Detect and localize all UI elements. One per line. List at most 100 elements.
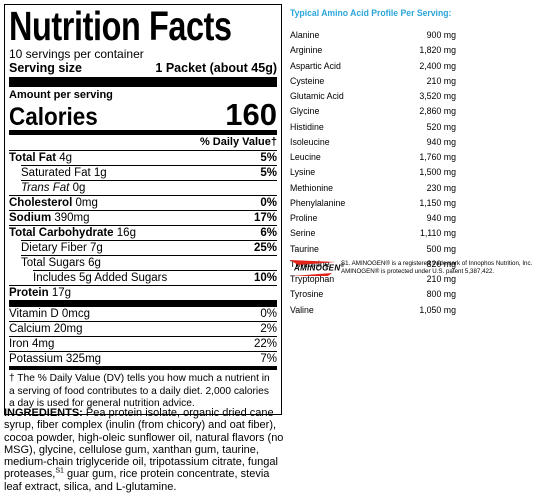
nutrient-dv: 10%: [253, 272, 277, 284]
nutrient-dv: 17%: [253, 212, 277, 224]
nutrient-row: Protein 17g: [9, 285, 277, 307]
serving-size-row: Serving size 1 Packet (about 45g): [9, 61, 277, 87]
amino-name: Aspartic Acid: [290, 60, 341, 71]
ingredients-text-end: guar gum, rice protein concentrate, stev…: [4, 468, 270, 493]
logo-text: AMINOGEN: [294, 263, 341, 273]
nutrient-left: Total Fat 4g: [9, 151, 72, 165]
amino-row: Cysteine 210 mg: [290, 74, 456, 89]
logo-swoosh: [290, 260, 336, 276]
logo-mark: ®: [340, 263, 345, 269]
nutrient-row: Trans Fat 0g: [21, 180, 277, 195]
nutrient-amount: 4g: [59, 152, 73, 164]
amino-name: Proline: [290, 213, 318, 223]
amino-amount: 2,400 mg: [419, 60, 456, 71]
amino-amount: 210 mg: [426, 274, 456, 284]
amino-row: Tryptophan 210 mg: [290, 272, 456, 287]
vitamin-list: Vitamin D 0mcg 0% Calcium 20mg 2% Iron 4mg 22…: [9, 307, 277, 370]
amino-name: Histidine: [290, 121, 324, 132]
amino-row: Taurine 500 mg: [290, 242, 456, 257]
amino-row: Isoleucine 940 mg: [290, 135, 456, 150]
nutrient-dv: 0%: [260, 197, 277, 209]
amino-row: Aspartic Acid 2,400 mg: [290, 59, 456, 74]
vitamin-amount: 4mg: [32, 338, 55, 350]
amino-name: Tryptophan: [290, 274, 335, 284]
nutrient-name: Dietary Fiber: [21, 242, 87, 254]
amino-name: Cysteine: [290, 75, 325, 86]
amino-row: Methionine 230 mg: [290, 181, 456, 196]
nutrient-dv: 5%: [260, 167, 277, 179]
amino-amount: 800 mg: [426, 289, 456, 300]
calories-label: Calories: [9, 103, 98, 131]
amino-row: Leucine 1,760 mg: [290, 150, 456, 165]
amino-row: Phenylalanine 1,150 mg: [290, 196, 456, 211]
nutrient-row: Total Carbohydrate 16g 6%: [9, 225, 277, 240]
nutrient-name: Total Carbohydrate: [9, 227, 114, 239]
amino-amount: 900 mg: [426, 30, 456, 40]
amino-row: Glutamic Acid 3,520 mg: [290, 89, 456, 104]
nutrient-row: Saturated Fat 1g 5%: [21, 165, 277, 180]
vitamin-name: Calcium: [9, 323, 51, 335]
label-title: Nutrition Facts: [9, 3, 232, 49]
amino-name: Phenylalanine: [290, 197, 346, 208]
nutrient-left: Protein 17g: [9, 286, 71, 300]
nutrient-left: Dietary Fiber 7g: [21, 241, 103, 255]
vitamin-name: Potassium: [9, 353, 63, 365]
amino-panel: Typical Amino Acid Profile Per Serving: …: [290, 8, 456, 318]
nutrient-left: Total Carbohydrate 16g: [9, 226, 136, 240]
amino-row: Alanine 900 mg: [290, 28, 456, 43]
amino-name: Methionine: [290, 182, 334, 193]
vitamin-left: Iron 4mg: [9, 337, 54, 351]
amino-amount: 230 mg: [426, 182, 456, 193]
ingredients: INGREDIENTS: Pea protein isolate, organi…: [4, 407, 286, 493]
vitamin-dv: 7%: [260, 353, 277, 365]
vitamin-amount: 20mg: [53, 323, 83, 335]
footnote: † The % Daily Value (DV) tells you how m…: [9, 373, 270, 409]
nutrient-name: Cholesterol: [9, 197, 73, 209]
nutrient-name: Sodium: [9, 212, 52, 224]
trademark-line: S1. AMINOGEN® is a registered trademark …: [341, 260, 533, 267]
amino-amount: 210 mg: [426, 75, 456, 86]
servings: 10 servings per container: [9, 47, 144, 61]
amino-title: Typical Amino Acid Profile Per Serving:: [290, 8, 452, 19]
nutrient-row: Sodium 390mg 17%: [9, 210, 277, 225]
serving-size-label: Serving size: [9, 61, 82, 75]
logo: AMINOGEN®: [294, 263, 344, 273]
nutrient-name: Total Sugars: [21, 257, 85, 269]
amino-name: Taurine: [290, 243, 319, 254]
vitamin-amount: 325mg: [65, 353, 102, 365]
amino-row: Histidine 520 mg: [290, 120, 456, 135]
nutrient-amount: 7g: [90, 242, 103, 254]
nutrient-left: Saturated Fat 1g: [21, 166, 107, 180]
nutrient-left: Cholesterol 0mg: [9, 196, 98, 210]
vitamin-row: Calcium 20mg 2%: [9, 321, 277, 336]
vitamin-dv: 0%: [260, 308, 277, 320]
nutrient-name: Includes 5g Added Sugars: [33, 272, 168, 284]
vitamin-dv: 22%: [253, 338, 277, 350]
amino-amount: 1,500 mg: [419, 167, 456, 178]
amino-row: Tyrosine 800 mg: [290, 287, 456, 302]
nutrient-left: Includes 5g Added Sugars: [33, 271, 167, 285]
trademark: AMINOGEN® S1. AMINOGEN® is a registered …: [288, 256, 533, 284]
amino-row: Valine 1,050 mg: [290, 303, 456, 318]
vitamin-left: Vitamin D 0mcg: [9, 307, 90, 321]
dv-header: % Daily Value†: [199, 136, 277, 148]
nutrient-amount: 16g: [116, 227, 136, 239]
nutrient-amount: 390mg: [54, 212, 90, 224]
amino-name: Glycine: [290, 106, 320, 117]
nutrient-row: Total Fat 4g 5%: [9, 150, 277, 165]
amino-name: Valine: [290, 304, 314, 315]
amino-amount: 940 mg: [426, 136, 456, 147]
nutrient-amount: 17g: [51, 287, 72, 299]
amino-amount: 1,150 mg: [419, 197, 456, 208]
amino-amount: 1,820 mg: [419, 45, 456, 56]
vitamin-name: Iron: [9, 338, 29, 350]
ingredients-text: Pea protein isolate, organic dried cane …: [4, 407, 284, 481]
amount-per-serving: Amount per serving: [9, 89, 113, 101]
nutrient-amount: 6g: [88, 257, 101, 269]
amino-name: Arginine: [290, 45, 323, 56]
amino-row: Lysine 1,500 mg: [290, 165, 456, 180]
amino-amount: 500 mg: [426, 243, 456, 254]
nutrient-row: Total Sugars 6g: [21, 255, 277, 270]
calories-value: 160: [225, 97, 277, 132]
